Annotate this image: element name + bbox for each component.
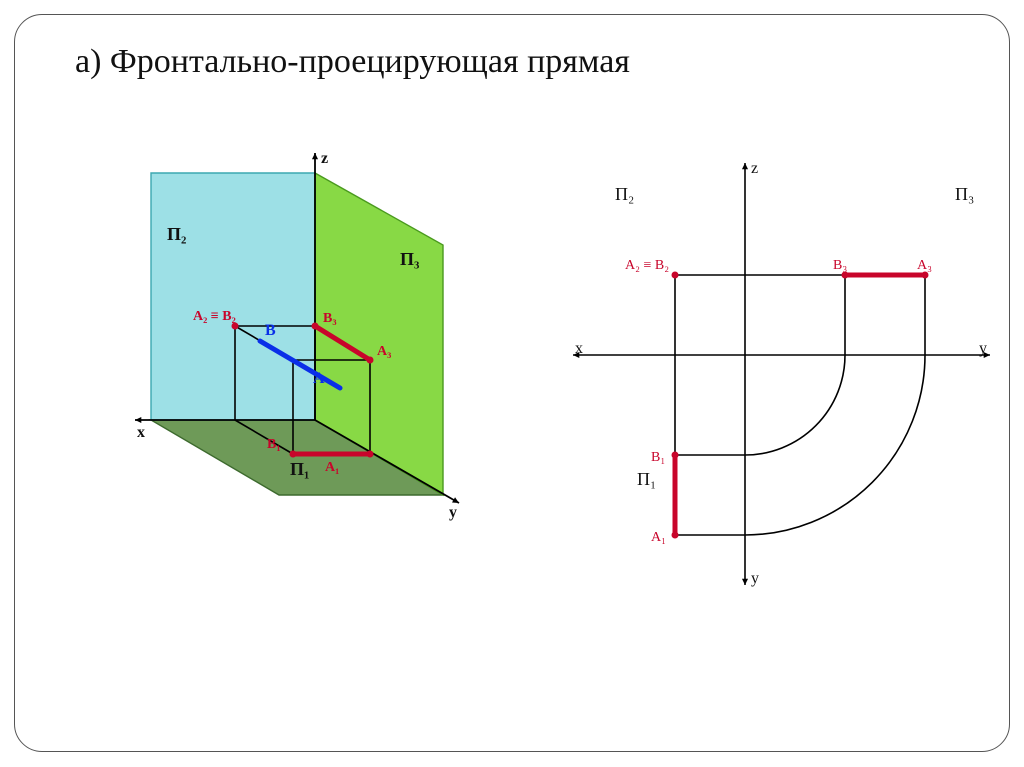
svg-text:B: B bbox=[265, 322, 276, 339]
svg-text:П₁: П₁ bbox=[290, 459, 309, 479]
svg-text:A₁: A₁ bbox=[325, 460, 339, 475]
svg-text:A₂ ≡ B₂: A₂ ≡ B₂ bbox=[625, 258, 669, 273]
svg-text:x: x bbox=[575, 340, 583, 357]
svg-text:B₁: B₁ bbox=[651, 450, 665, 465]
svg-text:П₁: П₁ bbox=[637, 469, 656, 489]
svg-text:A₁: A₁ bbox=[651, 530, 666, 545]
svg-text:z: z bbox=[321, 150, 328, 167]
svg-text:y: y bbox=[979, 340, 987, 357]
slide-frame: а) Фронтально-проецирующая прямая П₂ П₃ П₁… bbox=[14, 14, 1010, 752]
svg-text:A₃: A₃ bbox=[917, 258, 932, 273]
svg-text:B₃: B₃ bbox=[833, 258, 847, 273]
svg-text:П₂: П₂ bbox=[615, 184, 634, 204]
svg-text:A₃: A₃ bbox=[377, 344, 391, 359]
svg-text:П₂: П₂ bbox=[167, 224, 186, 244]
svg-text:B₃: B₃ bbox=[323, 311, 337, 326]
svg-text:П₃: П₃ bbox=[400, 249, 420, 269]
slide-title: а) Фронтально-проецирующая прямая bbox=[75, 43, 630, 81]
svg-text:A₂ ≡ B₂: A₂ ≡ B₂ bbox=[193, 309, 236, 324]
svg-text:A: A bbox=[313, 370, 325, 387]
svg-text:z: z bbox=[751, 160, 758, 177]
svg-text:B₁: B₁ bbox=[267, 437, 281, 452]
svg-text:x: x bbox=[137, 424, 145, 441]
svg-text:П₃: П₃ bbox=[955, 184, 974, 204]
svg-text:y: y bbox=[751, 570, 759, 587]
left-3d-diagram: П₂ П₃ П₁ z x y A₂ ≡ B₂ B₃ A₃ B₁ A₁ B A bbox=[65, 145, 505, 605]
right-epure-diagram: z y x y П₂ П₃ П₁ A₂ ≡ B₂ B₃ A₃ B₁ A₁ bbox=[555, 145, 1005, 605]
svg-text:y: y bbox=[449, 504, 457, 521]
